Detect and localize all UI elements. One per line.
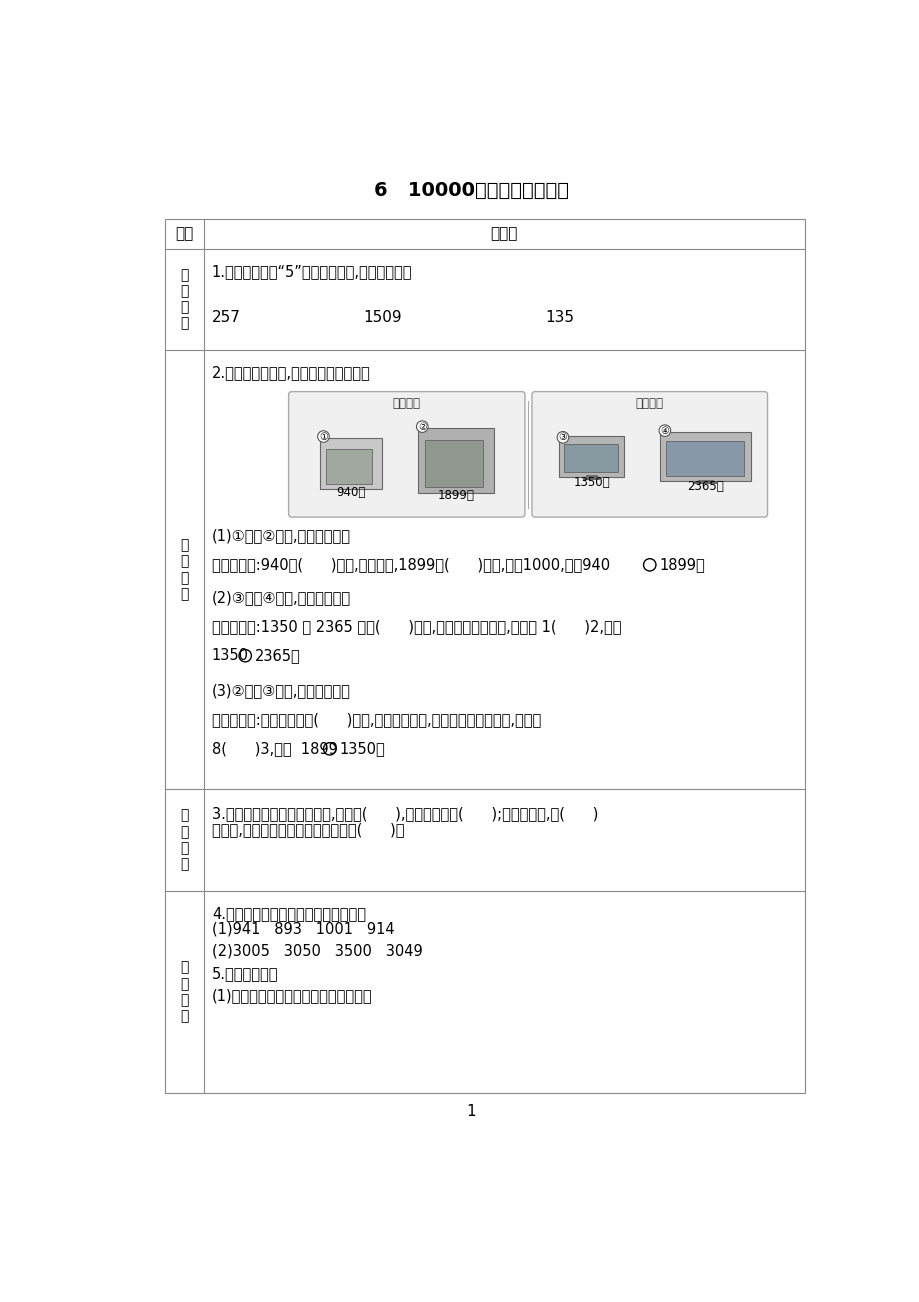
Text: 像管电视: 像管电视 xyxy=(392,397,420,410)
Text: ①: ① xyxy=(319,431,327,441)
FancyBboxPatch shape xyxy=(425,440,482,487)
Text: (2)3005   3050   3500   3049: (2)3005 3050 3500 3049 xyxy=(211,943,422,958)
Text: 8(      )3,所以  1899: 8( )3,所以 1899 xyxy=(211,741,337,756)
FancyBboxPatch shape xyxy=(320,439,382,490)
FancyBboxPatch shape xyxy=(665,441,743,477)
Circle shape xyxy=(416,421,427,432)
Text: (1)①号和②号比,哪个贵一些？: (1)①号和②号比,哪个贵一些？ xyxy=(211,529,350,543)
Circle shape xyxy=(323,742,335,755)
Circle shape xyxy=(658,424,670,436)
Text: 液晶电视: 液晶电视 xyxy=(635,397,663,410)
Text: 1.下面各数中的“5”在什么数位上,各表示什么？: 1.下面各数中的“5”在什么数位上,各表示什么？ xyxy=(211,264,412,279)
Circle shape xyxy=(643,559,655,572)
Text: 5.按要求写数。: 5.按要求写数。 xyxy=(211,966,278,982)
Text: (1)941   893   1001   914: (1)941 893 1001 914 xyxy=(211,922,394,936)
Text: 1: 1 xyxy=(466,1104,476,1118)
FancyBboxPatch shape xyxy=(418,428,494,493)
Text: 分析与解答:1350 和 2365 都是(      )位数,比较它们的最高位,千位上 1(      )2,所以: 分析与解答:1350 和 2365 都是( )位数,比较它们的最高位,千位上 1… xyxy=(211,618,620,634)
FancyBboxPatch shape xyxy=(289,392,525,517)
Text: ②: ② xyxy=(417,422,426,432)
Text: 分析与解答:940是(      )位数,不够一千,1899是(      )位数,超过1000,所以940: 分析与解答:940是( )位数,不够一千,1899是( )位数,超过1000,所… xyxy=(211,557,609,573)
FancyBboxPatch shape xyxy=(531,392,766,517)
Text: 预
习
检
验: 预 习 检 验 xyxy=(180,961,188,1023)
Text: 940元: 940元 xyxy=(336,486,366,499)
FancyBboxPatch shape xyxy=(660,432,750,482)
Text: 1350。: 1350。 xyxy=(338,741,384,756)
Text: 1509: 1509 xyxy=(363,310,402,326)
Text: 内　容: 内 容 xyxy=(490,227,517,241)
Text: 位比起,最高位上的数字大的那个数就(      )。: 位比起,最高位上的数字大的那个数就( )。 xyxy=(211,822,404,837)
Text: 1350: 1350 xyxy=(211,648,249,663)
Text: 1899。: 1899。 xyxy=(658,557,704,573)
Circle shape xyxy=(239,650,251,661)
Text: 1350元: 1350元 xyxy=(573,477,609,490)
Text: (2)③号和④号比,哪个贵一些？: (2)③号和④号比,哪个贵一些？ xyxy=(211,590,351,604)
Text: ④: ④ xyxy=(660,426,668,436)
Text: 新
课
先
知: 新 课 先 知 xyxy=(180,538,188,602)
Text: 心
中
有
数: 心 中 有 数 xyxy=(180,809,188,871)
Text: (1)写出三位数中最大的数和最小的数。: (1)写出三位数中最大的数和最小的数。 xyxy=(211,988,372,1003)
Text: 135: 135 xyxy=(545,310,573,326)
FancyBboxPatch shape xyxy=(559,436,623,477)
Text: 1899元: 1899元 xyxy=(437,490,474,503)
FancyBboxPatch shape xyxy=(563,444,618,471)
Text: 3.比较万以内数的大小的时候,先比较(      ),位数多的数就(      );位数一样的,从(      ): 3.比较万以内数的大小的时候,先比较( ),位数多的数就( );位数一样的,从(… xyxy=(211,806,597,822)
Circle shape xyxy=(557,431,568,443)
Text: 2.任选两种电视机,比一比它们的价格。: 2.任选两种电视机,比一比它们的价格。 xyxy=(211,366,370,380)
Text: 温
故
知
新: 温 故 知 新 xyxy=(180,268,188,331)
Text: (3)②号和③号比,哪个贵一些？: (3)②号和③号比,哪个贵一些？ xyxy=(211,682,350,698)
FancyBboxPatch shape xyxy=(325,449,372,483)
Text: ③: ③ xyxy=(558,432,567,443)
Circle shape xyxy=(317,431,329,443)
Text: 4.按照从小到大的顺序排列下面各数。: 4.按照从小到大的顺序排列下面各数。 xyxy=(211,906,366,921)
Text: 2365。: 2365。 xyxy=(255,648,300,663)
Text: 项目: 项目 xyxy=(176,227,194,241)
Text: 2365元: 2365元 xyxy=(686,480,723,493)
Bar xyxy=(165,219,804,1094)
Text: 6   10000以内数的大小比较: 6 10000以内数的大小比较 xyxy=(374,181,568,199)
Text: 分析与解答:这两个数都是(      )位数,最高位也相同,所以比较次高位百位,百位上: 分析与解答:这两个数都是( )位数,最高位也相同,所以比较次高位百位,百位上 xyxy=(211,712,540,727)
Text: 257: 257 xyxy=(211,310,241,326)
